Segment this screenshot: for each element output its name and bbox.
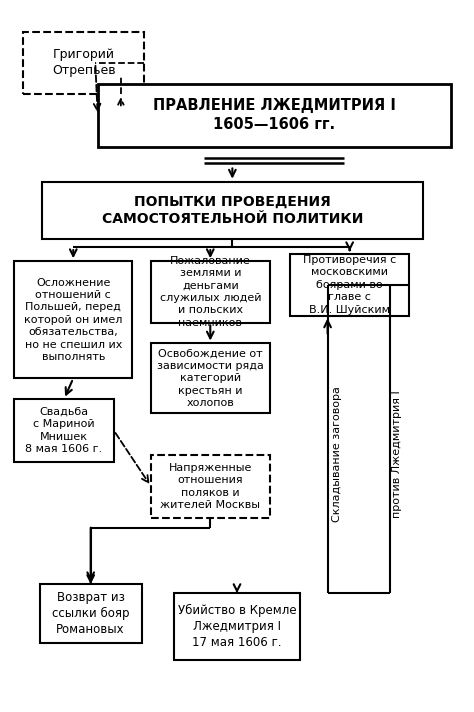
Text: Возврат из
ссылки бояр
Романовых: Возврат из ссылки бояр Романовых <box>52 591 129 637</box>
FancyBboxPatch shape <box>14 399 114 462</box>
Text: Осложнение
отношений с
Польшей, перед
которой он имел
обязательства,
но не спеши: Осложнение отношений с Польшей, перед ко… <box>24 278 122 362</box>
Text: Противоречия с
московскими
боярами во
главе с
В.И. Шуйским: Противоречия с московскими боярами во гл… <box>303 255 396 315</box>
FancyBboxPatch shape <box>291 254 409 315</box>
Text: Свадьба
с Мариной
Мнишек
8 мая 1606 г.: Свадьба с Мариной Мнишек 8 мая 1606 г. <box>26 407 102 454</box>
FancyBboxPatch shape <box>98 84 451 147</box>
Text: Освобождение от
зависимости ряда
категорий
крестьян и
холопов: Освобождение от зависимости ряда категор… <box>157 349 264 408</box>
FancyBboxPatch shape <box>174 593 300 659</box>
Text: Напряженные
отношения
поляков и
жителей Москвы: Напряженные отношения поляков и жителей … <box>160 463 260 510</box>
FancyBboxPatch shape <box>14 261 132 378</box>
FancyBboxPatch shape <box>23 31 144 95</box>
Text: Убийство в Кремле
Лжедмитрия I
17 мая 1606 г.: Убийство в Кремле Лжедмитрия I 17 мая 16… <box>178 604 296 649</box>
FancyBboxPatch shape <box>151 455 270 518</box>
FancyBboxPatch shape <box>151 343 270 413</box>
FancyBboxPatch shape <box>42 182 423 239</box>
FancyBboxPatch shape <box>39 584 142 644</box>
Text: Складывание заговора: Складывание заговора <box>332 386 342 522</box>
Text: Григорий
Отрепьев: Григорий Отрепьев <box>52 48 116 78</box>
FancyBboxPatch shape <box>151 261 270 323</box>
Text: против Лжедмитрия I: против Лжедмитрия I <box>392 389 402 518</box>
Text: ПОПЫТКИ ПРОВЕДЕНИЯ
САМОСТОЯТЕЛЬНОЙ ПОЛИТИКИ: ПОПЫТКИ ПРОВЕДЕНИЯ САМОСТОЯТЕЛЬНОЙ ПОЛИТ… <box>101 194 363 226</box>
Text: ПРАВЛЕНИЕ ЛЖЕДМИТРИЯ I
1605—1606 гг.: ПРАВЛЕНИЕ ЛЖЕДМИТРИЯ I 1605—1606 гг. <box>153 98 396 132</box>
Text: Пожалование
землями и
деньгами
служилых людей
и польских
наемников: Пожалование землями и деньгами служилых … <box>160 256 261 328</box>
